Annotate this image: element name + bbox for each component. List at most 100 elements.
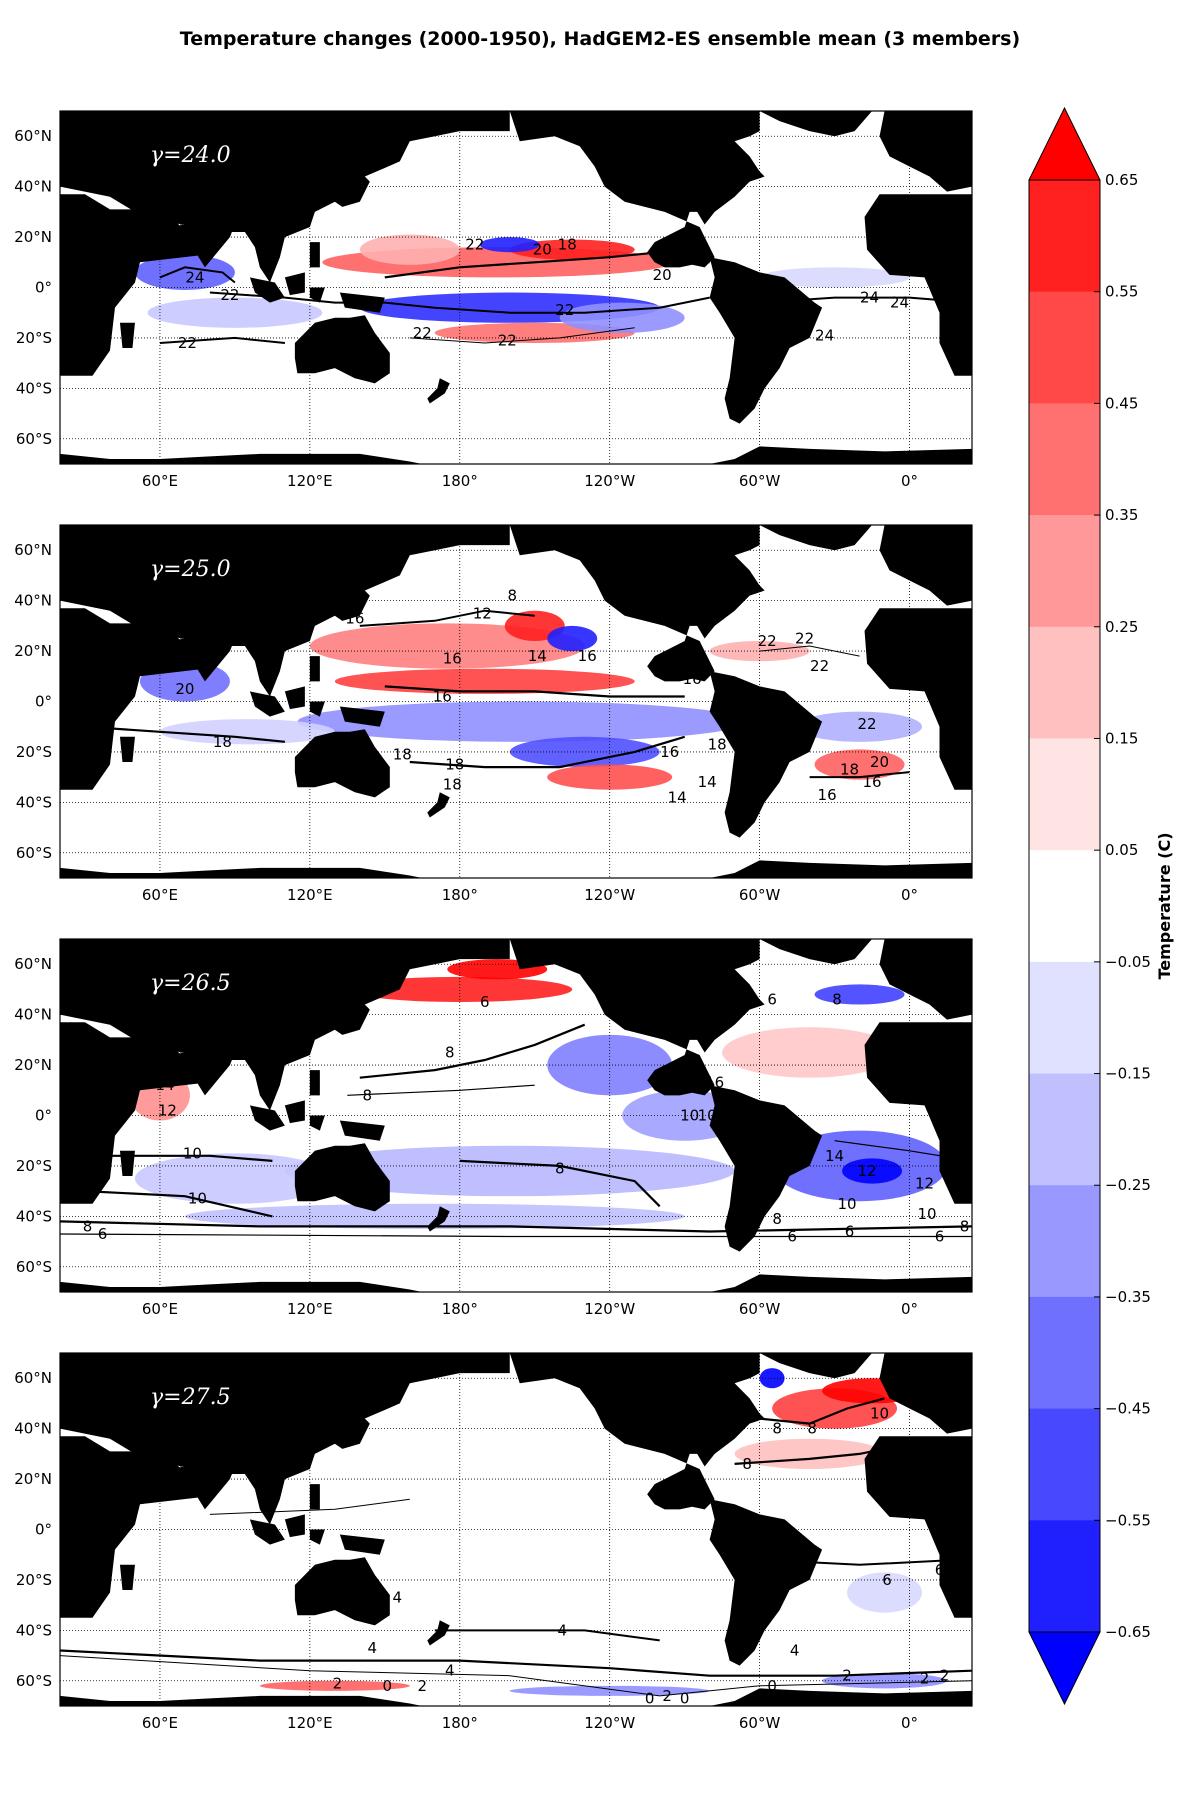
contour-label: 10 (838, 1195, 857, 1213)
contour-label: 16 (863, 773, 882, 791)
lat-tick-label: 20°N (14, 1470, 52, 1488)
contour-label: 8 (960, 1217, 970, 1235)
lon-tick-label: 60°E (142, 472, 178, 490)
lat-tick-label: 40°S (16, 793, 52, 811)
lat-tick-label: 40°N (14, 178, 52, 196)
contour-label: 14 (825, 1147, 844, 1165)
contour-label: 22 (810, 657, 829, 675)
contour-label: 12 (473, 604, 492, 622)
anomaly-region (184, 1203, 685, 1229)
contour-label: 2 (940, 1667, 950, 1685)
lon-tick-label: 0° (901, 1300, 918, 1318)
isopycnal-contour (159, 266, 236, 284)
contour-label: 8 (83, 1217, 93, 1235)
colorbar-band (1029, 961, 1100, 1075)
lon-tick-label: 180° (442, 1300, 478, 1318)
contour-label: 16 (345, 609, 364, 627)
isopycnal-contour (434, 1629, 660, 1642)
figure-title: Temperature changes (2000-1950), HadGEM2… (179, 28, 1021, 50)
lon-tick-label: 180° (442, 472, 478, 490)
contour-label: 16 (705, 1074, 724, 1092)
contour-label: 8 (772, 1420, 782, 1438)
panel-frame (59, 524, 973, 879)
colorbar-tick-label: 0.45 (1105, 394, 1138, 412)
isopycnal-contour (347, 1084, 535, 1096)
lon-tick-label: 0° (901, 1714, 918, 1732)
isopycnal-contour (84, 725, 286, 743)
colorbar-tick-label: 0.25 (1105, 618, 1138, 636)
panel-frame (59, 938, 973, 1293)
isopycnal-contour (809, 771, 910, 779)
contour-label: 20 (533, 241, 552, 259)
contour-label: 22 (795, 629, 814, 647)
lon-tick-label: 0° (901, 886, 918, 904)
lon-tick-label: 60°W (739, 472, 781, 490)
lat-tick-label: 60°S (16, 430, 52, 448)
isopycnal-contour (60, 1655, 972, 1697)
contour-label: 6 (882, 1571, 892, 1589)
contour-label: 22 (498, 331, 517, 349)
contour-label: 0 (383, 1677, 393, 1695)
lat-tick-label: 20°S (16, 1157, 52, 1175)
colorbar-tick-label: −0.45 (1105, 1400, 1151, 1418)
anomaly-region (159, 719, 335, 745)
colorbar-tick-label: −0.25 (1105, 1176, 1151, 1194)
anomaly-region (759, 267, 910, 288)
contour-label: 22 (178, 334, 197, 352)
contour-label: 0 (680, 1689, 690, 1707)
contour-label: 4 (445, 1662, 455, 1680)
anomaly-region (347, 976, 573, 1003)
contour-label: 22 (555, 301, 574, 319)
contour-label: 4 (557, 1621, 567, 1639)
contour-label: 8 (363, 1086, 373, 1104)
contour-label: 18 (445, 756, 464, 774)
contour-label: 24 (185, 268, 204, 286)
anomaly-region (297, 701, 748, 742)
contour-label: 22 (465, 236, 484, 254)
anomaly-region (547, 625, 598, 652)
isopycnal-contour (409, 327, 635, 344)
contour-label: 10 (183, 1144, 202, 1162)
anomaly-region (259, 1680, 410, 1691)
colorbar-band (1029, 515, 1100, 628)
isopycnal-contour (384, 685, 685, 698)
anomaly-region (822, 1673, 948, 1689)
lat-tick-label: 20°N (14, 642, 52, 660)
lon-tick-label: 60°E (142, 1300, 178, 1318)
anomaly-region (814, 984, 905, 1005)
isopycnal-contour (209, 1498, 410, 1515)
contour-label: 10 (917, 1205, 936, 1223)
contour-label: 16 (818, 786, 837, 804)
colorbar-under-triangle (1028, 1631, 1101, 1706)
lat-tick-label: 0° (35, 1107, 52, 1125)
lat-tick-label: 20°N (14, 1056, 52, 1074)
lon-tick-label: 120°E (287, 1714, 333, 1732)
contour-label: 16 (683, 670, 702, 688)
lon-tick-label: 60°W (739, 1300, 781, 1318)
colorbar: 0.65 0.55 0.45 0.35 0.25 0.15 0.05 −0.05 −0.15 −0… (1028, 106, 1174, 1706)
lon-tick-label: 120°W (584, 1300, 635, 1318)
panel-frame (59, 1352, 973, 1707)
colorbar-tick-label: −0.55 (1105, 1511, 1151, 1529)
contour-label: 6 (98, 1225, 108, 1243)
lon-tick-label: 60°E (142, 886, 178, 904)
lat-tick-label: 40°N (14, 1006, 52, 1024)
contour-label: 2 (842, 1667, 852, 1685)
colorbar-tick-label: 0.15 (1105, 729, 1138, 747)
colorbar-band (1029, 1520, 1100, 1633)
anomaly-region (284, 1145, 735, 1197)
contour-label: 6 (480, 993, 490, 1011)
contour-label: 8 (555, 1159, 565, 1177)
lon-tick-label: 120°W (584, 886, 635, 904)
colorbar-tick-label: 0.35 (1105, 506, 1138, 524)
colorbar-band (1029, 291, 1100, 404)
colorbar-band (1029, 850, 1100, 963)
panel-gamma-label: γ=24.0 (150, 143, 231, 168)
colorbar-tick-label: −0.15 (1105, 1065, 1151, 1083)
contour-label: 8 (507, 587, 517, 605)
contour-label: 4 (368, 1639, 378, 1657)
lat-tick-label: 0° (35, 1521, 52, 1539)
anomaly-region (147, 297, 323, 328)
contour-label: 0 (645, 1689, 655, 1707)
